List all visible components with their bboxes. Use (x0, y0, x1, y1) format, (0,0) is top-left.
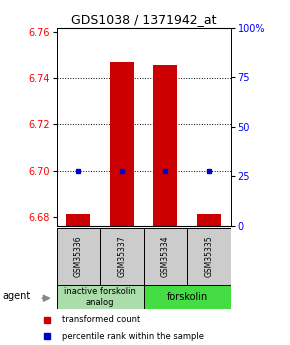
Bar (57, 228, 100, 285)
Text: percentile rank within the sample: percentile rank within the sample (62, 332, 204, 341)
Text: GSM35337: GSM35337 (117, 235, 126, 277)
Text: transformed count: transformed count (62, 315, 140, 324)
Text: forskolin: forskolin (166, 292, 208, 302)
Text: GSM35334: GSM35334 (161, 235, 170, 277)
Bar (57, 285, 144, 309)
Bar (197, 215, 221, 226)
Bar (66, 215, 90, 226)
Bar (144, 228, 187, 285)
Text: inactive forskolin
analog: inactive forskolin analog (64, 287, 136, 307)
Text: agent: agent (3, 291, 31, 301)
Bar (153, 65, 177, 226)
Bar (144, 285, 231, 309)
Bar (100, 228, 144, 285)
Text: GSM35336: GSM35336 (74, 235, 83, 277)
Bar (110, 62, 134, 226)
Text: GSM35335: GSM35335 (204, 235, 213, 277)
Title: GDS1038 / 1371942_at: GDS1038 / 1371942_at (71, 13, 216, 27)
Bar (187, 228, 231, 285)
